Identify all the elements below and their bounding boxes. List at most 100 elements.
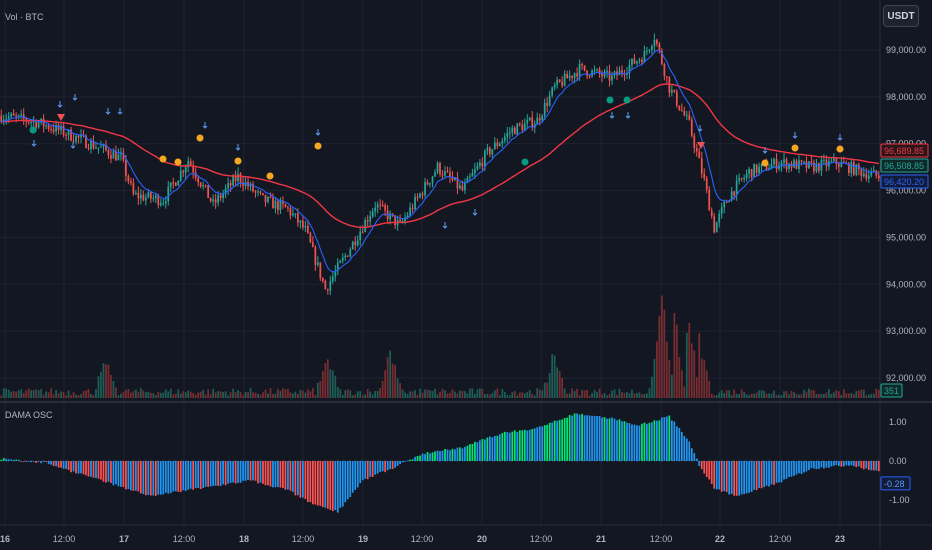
volume-bar [820,393,823,398]
candle-body [867,175,870,179]
volume-bar [95,388,97,398]
orange-signal-dot [159,155,167,163]
candle-body [0,115,3,122]
volume-bar [768,393,770,398]
osc-bar [95,461,97,479]
volume-bar [730,395,733,398]
volume-bar [174,393,177,398]
volume-bar [55,389,57,398]
osc-bar [214,461,217,486]
orange-signal-dot [174,158,182,166]
osc-bar [793,461,795,476]
volume-bar [341,394,344,398]
volume-bar [581,389,583,398]
candle-body [214,199,217,203]
volume-bar [239,391,242,398]
candle-body [596,69,598,71]
osc-tick-label: 0.00 [889,456,907,466]
volume-bar [621,392,623,398]
osc-bar [578,414,581,461]
osc-bar [491,437,494,461]
candle-body [459,185,461,189]
candle-body [837,164,840,167]
osc-bar [264,461,267,486]
volume-bar [546,382,549,398]
candle-body [576,73,578,77]
osc-bar [745,461,748,494]
volume-bar [391,363,394,398]
osc-bar [561,419,564,461]
volume-bar [591,392,593,398]
volume-bar [429,390,431,398]
volume-bar [139,388,142,398]
volume-bar [660,295,663,398]
osc-bar [748,461,750,493]
volume-bar [234,392,237,398]
candle-body [376,204,379,208]
osc-bar [646,423,648,461]
osc-bar [568,415,571,461]
volume-bar [613,389,616,398]
osc-bar [720,461,723,492]
candle-body [715,222,718,233]
candle-body [55,124,57,132]
osc-bar [616,420,618,461]
osc-bar [576,413,578,461]
candle-body [257,191,259,193]
volume-bar [628,393,631,398]
candle-body [803,161,805,163]
volume-bar [593,389,596,398]
osc-bar [678,428,681,461]
osc-bar [675,426,678,461]
volume-bar [703,360,706,398]
osc-bar [40,461,43,464]
osc-bar [287,461,289,490]
volume-bar [316,382,319,398]
volume-bar [735,394,738,398]
osc-bar [636,425,638,461]
osc-bar [142,461,145,495]
price-tick-label: 92,000.00 [886,373,926,383]
volume-bar [149,392,152,398]
volume-bar [813,390,815,398]
currency-button[interactable]: USDT [883,5,919,27]
volume-bar [538,389,541,398]
volume-bar [202,389,205,398]
volume-bar [867,394,870,398]
volume-bar [339,389,342,398]
candle-body [202,185,205,187]
volume-bar [376,390,379,398]
osc-bar [60,461,62,468]
osc-bar [209,461,212,487]
volume-bar [110,374,112,398]
candle-body [548,95,551,106]
arrow-marker [442,222,448,229]
candle-body [436,162,439,173]
candle-body [107,149,110,156]
osc-bar [548,422,551,461]
candle-body [97,147,100,149]
osc-bar [120,461,122,487]
candle-body [287,207,289,209]
osc-bar [503,431,506,461]
candle-body [653,39,656,47]
osc-bar [302,461,304,498]
osc-bar [102,461,105,482]
candle-body [227,183,229,189]
volume-bar [416,394,419,398]
oscillator-pane-title: DAMA OSC [5,410,53,420]
volume-bar [700,358,703,398]
candle-body [750,169,753,177]
candle-body [359,231,362,241]
candle-body [454,177,456,181]
osc-bar [533,428,536,461]
volume-bar [835,390,838,398]
volume-bar [484,394,486,398]
volume-bar [152,393,155,398]
candle-body [865,173,868,179]
candle-body [434,172,436,177]
osc-bar [341,461,344,507]
osc-bar [698,461,701,467]
osc-bar [690,448,693,461]
